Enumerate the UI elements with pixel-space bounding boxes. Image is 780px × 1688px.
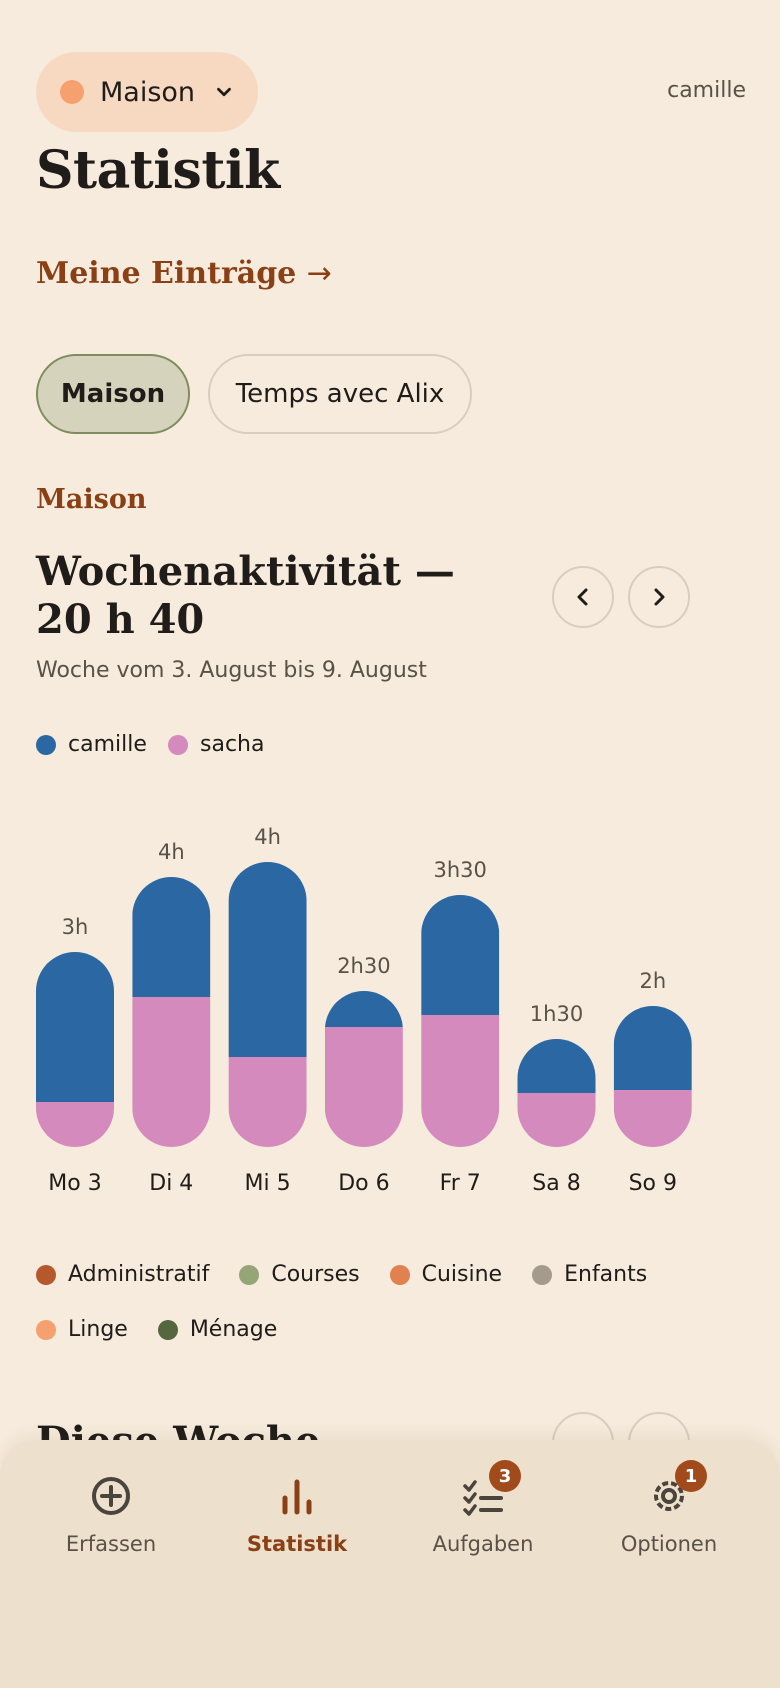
user-name[interactable]: camille: [667, 78, 746, 103]
space-selector-label: Maison: [100, 76, 196, 108]
week-range: Woche vom 3. August bis 9. August: [36, 658, 427, 683]
bar-segment-sacha: [517, 1093, 596, 1147]
legend-dot: [532, 1264, 553, 1285]
legend-label: sacha: [200, 732, 265, 757]
nav-label: Optionen: [620, 1532, 718, 1556]
bar-total-label: 3h: [62, 915, 89, 939]
bar-segment-sacha: [324, 1027, 403, 1147]
chevron-left-icon: [577, 588, 588, 606]
nav-label: Erfassen: [65, 1532, 157, 1556]
bar-total-label: 2h30: [337, 954, 390, 978]
nav-item-erfassen[interactable]: Erfassen: [31, 1472, 191, 1556]
legend-dot: [36, 1264, 56, 1285]
my-entries-link[interactable]: Meine Einträge →: [36, 256, 332, 291]
legend-label: Ménage: [189, 1317, 278, 1342]
bar-group[interactable]: [324, 991, 403, 1147]
my-entries-link-label: Meine Einträge: [36, 256, 297, 291]
bar-total-label: 1h30: [530, 1002, 583, 1026]
bar-group[interactable]: [421, 895, 500, 1147]
legend-label: Courses: [271, 1262, 360, 1287]
bar-group[interactable]: [517, 1039, 596, 1147]
legend-dot: [389, 1264, 410, 1285]
bar-segment-camille: [324, 991, 403, 1027]
space-selector[interactable]: Maison: [36, 52, 258, 132]
x-axis-tick-label: Fr 7: [440, 1171, 481, 1196]
x-axis-tick-label: Sa 8: [532, 1171, 580, 1196]
legend-label: Enfants: [564, 1262, 648, 1287]
bar-total-label: 4h: [254, 825, 281, 849]
legend-dot: [36, 1319, 56, 1340]
category-legend-item: Ménage: [157, 1317, 278, 1342]
bar-segment-camille: [132, 877, 211, 997]
bar-total-label: 3h30: [433, 858, 486, 882]
bar-segment-camille: [36, 952, 114, 1102]
arrow-right-icon: →: [306, 256, 332, 291]
x-axis-tick-label: Do 6: [338, 1171, 389, 1196]
bar-segment-camille: [228, 862, 307, 1057]
bar-group[interactable]: [36, 952, 114, 1147]
x-axis-tick-label: Mi 5: [245, 1171, 291, 1196]
nav-item-statistik[interactable]: Statistik: [217, 1472, 377, 1556]
bar-segment-camille: [613, 1006, 692, 1090]
category-legend-item: Enfants: [532, 1262, 647, 1287]
bar-group[interactable]: [132, 877, 211, 1147]
category-legend-item: Courses: [239, 1262, 360, 1287]
section-label: Maison: [36, 484, 147, 515]
bar-segment-sacha: [132, 997, 211, 1147]
bar-group[interactable]: [228, 862, 307, 1147]
x-axis-tick-label: Di 4: [149, 1171, 193, 1196]
category-legend: Administratif Courses Cuisine Enfants Linge M…: [36, 1262, 736, 1342]
bottom-navigation: Erfassen Statistik 3 Aufgaben 1 Optionen: [0, 1440, 780, 1688]
legend-label: camille: [68, 732, 147, 757]
bar-chart-icon: [282, 1479, 312, 1515]
legend-label: Administratif: [68, 1262, 210, 1287]
tab-label: Temps avec Alix: [235, 379, 445, 409]
next-week-button[interactable]: [628, 566, 690, 628]
plus-circle-icon: [92, 1477, 130, 1515]
legend-dot: [168, 734, 188, 755]
legend-item-sacha: sacha: [168, 732, 264, 757]
gear-icon: 1: [645, 1460, 707, 1520]
category-legend-item: Linge: [36, 1317, 128, 1342]
x-axis-tick-label: So 9: [629, 1171, 677, 1196]
bar-segment-camille: [517, 1039, 596, 1093]
nav-item-optionen[interactable]: 1 Optionen: [589, 1460, 749, 1556]
legend-dot: [239, 1264, 260, 1285]
tab-maison[interactable]: Maison: [36, 354, 190, 434]
bar-segment-sacha: [613, 1090, 692, 1147]
bar-total-label: 4h: [158, 840, 185, 864]
chevron-right-icon: [654, 588, 665, 606]
bar-segment-sacha: [228, 1057, 307, 1147]
legend-dot: [36, 734, 56, 755]
legend-label: Linge: [68, 1317, 128, 1342]
bar-group[interactable]: [613, 1006, 692, 1147]
space-color-dot: [60, 80, 84, 104]
task-list-icon: 3: [459, 1460, 521, 1520]
tab-label: Maison: [60, 379, 166, 409]
nav-item-aufgaben[interactable]: 3 Aufgaben: [403, 1460, 563, 1556]
nav-label: Aufgaben: [432, 1532, 534, 1556]
page-title: Statistik: [36, 140, 280, 201]
bar-total-label: 2h: [639, 969, 666, 993]
legend-item-camille: camille: [36, 732, 147, 757]
chart-title: Wochenaktivität — 20 h 40: [36, 548, 455, 643]
options-badge: 1: [675, 1460, 707, 1492]
bar-segment-sacha: [421, 1015, 500, 1147]
x-axis-tick-label: Mo 3: [48, 1171, 101, 1196]
bar-segment-camille: [421, 895, 500, 1015]
previous-week-button[interactable]: [552, 566, 614, 628]
weekly-activity-chart: 3h Mo 3 4h Di 4 4h Mi 5 2h30 Do 6 3h30 Fr 7 1h30 Sa…: [36, 825, 692, 1196]
legend-dot: [157, 1319, 178, 1340]
category-legend-item: Cuisine: [389, 1262, 503, 1287]
bar-segment-sacha: [36, 1102, 114, 1147]
tasks-badge: 3: [489, 1460, 521, 1492]
nav-label: Statistik: [246, 1532, 348, 1556]
category-legend-item: Administratif: [36, 1262, 209, 1287]
tab-temps-avec-alix[interactable]: Temps avec Alix: [208, 354, 472, 434]
chevron-down-icon: [217, 87, 231, 97]
legend-label: Cuisine: [421, 1262, 503, 1287]
